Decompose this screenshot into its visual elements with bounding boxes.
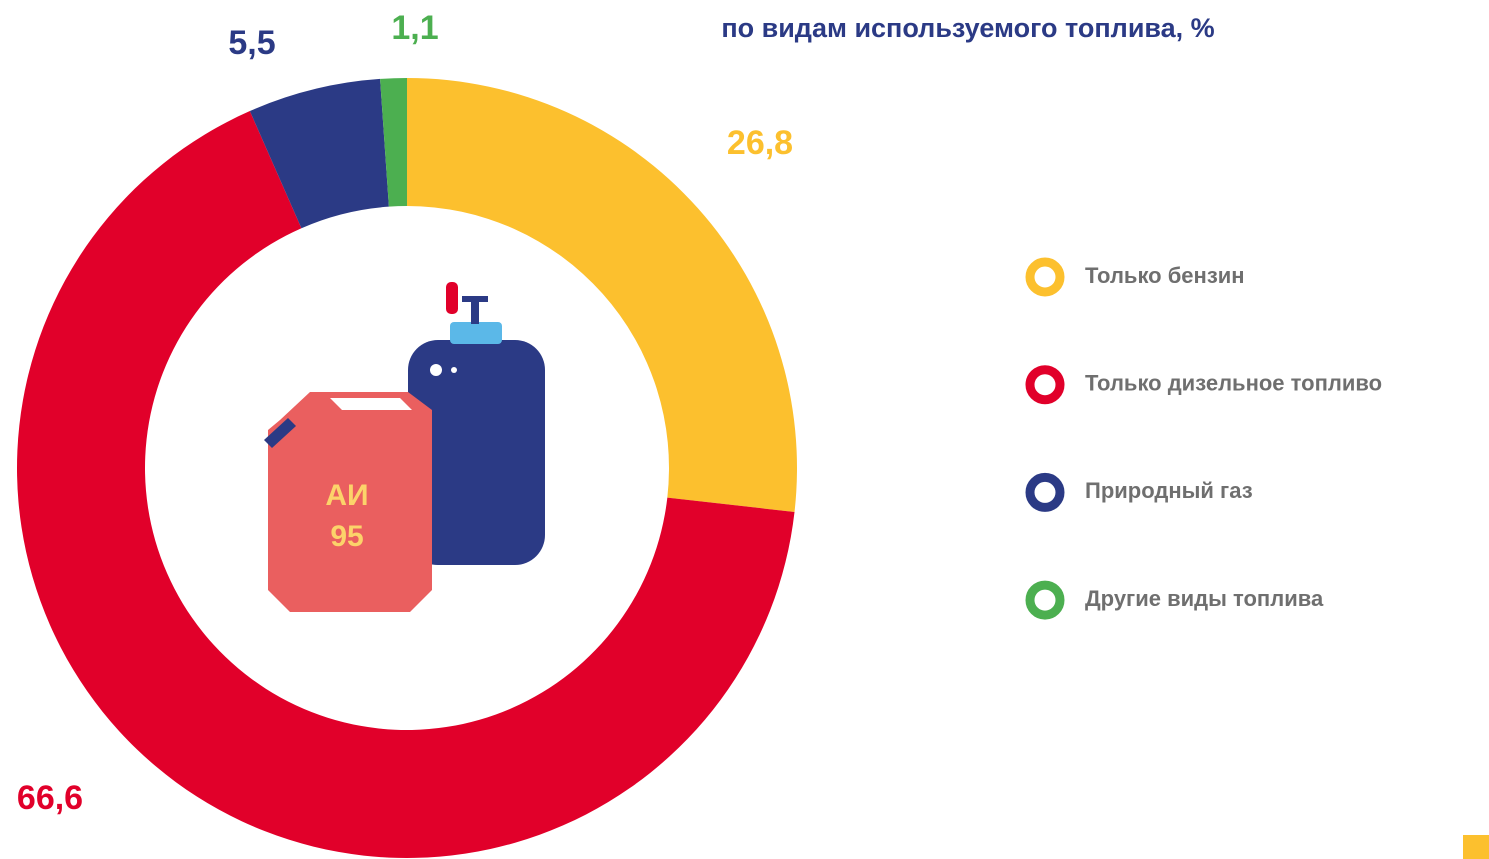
legend-marker: [1025, 580, 1065, 620]
cylinder-dot: [430, 364, 442, 376]
legend-label: Только бензин: [1085, 263, 1245, 288]
data-label: 1,1: [391, 9, 438, 47]
icon-label: 95: [330, 520, 363, 553]
jerrycan: [268, 392, 432, 612]
center-icon: АИ 95: [264, 282, 545, 612]
cylinder-valve: [450, 322, 502, 344]
legend-label: Другие виды топлива: [1085, 586, 1324, 611]
valve-handle: [462, 296, 488, 302]
legend-label: Природный газ: [1085, 478, 1253, 503]
jerrycan-spout: [264, 418, 296, 448]
data-label: 26,8: [727, 124, 793, 162]
chart-title: по видам используемого топлива, %: [721, 13, 1214, 43]
donut-segment: [17, 111, 795, 858]
valve-stem: [471, 296, 479, 324]
data-label: 66,6: [17, 779, 83, 817]
gas-cylinder: [408, 340, 545, 565]
legend-marker: [1025, 257, 1065, 297]
jerrycan-handle: [330, 398, 412, 410]
cylinder-dot: [451, 367, 457, 373]
icon-label: АИ: [325, 479, 368, 512]
legend-marker: [1025, 365, 1065, 405]
donut-segment: [380, 78, 407, 207]
data-label: 5,5: [228, 24, 275, 62]
legend-marker: [1025, 472, 1065, 512]
legend-label: Только дизельное топливо: [1085, 371, 1382, 396]
donut-segment: [249, 78, 389, 229]
corner-decoration: [1463, 835, 1489, 859]
donut-segment: [407, 78, 797, 513]
valve-knob: [446, 282, 458, 314]
